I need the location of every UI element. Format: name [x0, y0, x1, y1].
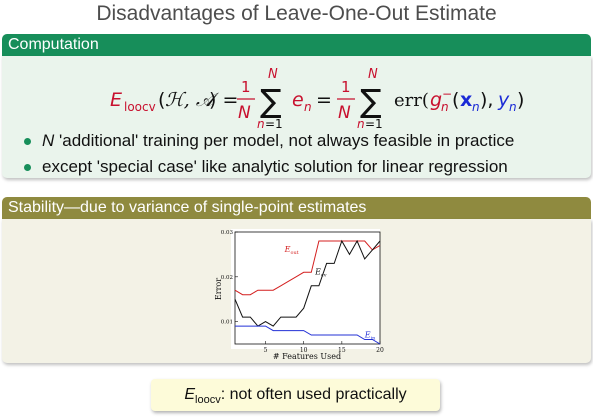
- svg-text:g: g: [430, 89, 442, 111]
- svg-text:n: n: [509, 100, 517, 114]
- bullet-dot: [24, 138, 31, 145]
- series-label-ecv: Ecv: [314, 268, 327, 279]
- computation-heading: Computation: [2, 34, 591, 56]
- y-tick-label: 0.03: [221, 230, 234, 236]
- svg-text:E: E: [110, 89, 122, 111]
- plot-background: [231, 229, 380, 349]
- svg-text:e: e: [292, 89, 304, 111]
- svg-text:1: 1: [341, 78, 351, 96]
- plot-frame: [234, 231, 381, 345]
- bullet-text: except 'special case' like analytic solu…: [42, 157, 508, 176]
- x-tick-label: 20: [376, 347, 384, 354]
- callout-e: E: [184, 386, 196, 403]
- series-line-ecv: [234, 239, 381, 327]
- bullet-item: N 'additional' training per model, not a…: [24, 128, 514, 154]
- svg-text:(: (: [452, 89, 459, 111]
- svg-text:1: 1: [241, 78, 251, 96]
- svg-text:y: y: [497, 89, 510, 111]
- conclusion-callout: Eloocv: not often used practically: [151, 379, 440, 411]
- y-tick-label: 0.02: [221, 275, 233, 281]
- series-label-ein: Ein: [364, 330, 376, 341]
- loocv-formula: E loocv ( ℋ, 𝒜 ) = 1 N N ∑ n =1 e n = 1 …: [110, 67, 524, 130]
- error-vs-features-chart: 5 10 15 20 0.01 0.02 0.03 Eout Ecv Ein # Feature…: [214, 229, 384, 361]
- svg-text:err(: err(: [394, 90, 429, 111]
- bullet-lead-n: N: [42, 131, 55, 150]
- svg-text:∑: ∑: [360, 82, 382, 120]
- svg-text:n: n: [257, 117, 265, 130]
- svg-text:−: −: [442, 87, 452, 101]
- svg-text:n: n: [357, 117, 365, 130]
- svg-text:N: N: [338, 103, 351, 123]
- callout-sub: loocv: [195, 394, 221, 407]
- slide-title: Disadvantages of Leave-One-Out Estimate: [96, 2, 497, 25]
- x-tick-label: 15: [338, 347, 346, 354]
- bullet-dot: [24, 164, 31, 171]
- x-tick-label: 10: [300, 347, 308, 354]
- svg-text:x: x: [460, 89, 472, 111]
- svg-text:=1: =1: [265, 117, 283, 130]
- svg-text:n: n: [441, 100, 449, 114]
- series-label-eout: Eout: [284, 245, 299, 256]
- svg-text:n: n: [304, 100, 312, 114]
- bullet-text: 'additional' training per model, not alw…: [59, 131, 515, 150]
- x-tick-label: 5: [264, 347, 268, 354]
- computation-bullets: N 'additional' training per model, not a…: [24, 128, 514, 180]
- svg-text:∑: ∑: [260, 82, 282, 120]
- svg-text:=: =: [316, 89, 332, 111]
- svg-text:N: N: [268, 67, 278, 82]
- svg-text:): ): [517, 89, 524, 111]
- stability-heading: Stability—due to variance of single-poin…: [2, 197, 591, 219]
- callout-text: : not often used practically: [220, 386, 407, 403]
- svg-text:) =: ) =: [209, 89, 238, 111]
- svg-text:N: N: [368, 67, 378, 82]
- y-tick-label: 0.01: [221, 320, 233, 326]
- y-axis-label: Error: [214, 278, 223, 300]
- svg-text:(: (: [158, 89, 165, 111]
- svg-text:N: N: [238, 103, 251, 123]
- svg-text:=1: =1: [365, 117, 383, 130]
- stability-block: 5 10 15 20 0.01 0.02 0.03 Eout Ecv Ein # Feature…: [2, 219, 591, 363]
- computation-block: E loocv ( ℋ, 𝒜 ) = 1 N N ∑ n =1 e n = 1 …: [2, 56, 591, 178]
- svg-text:),: ),: [480, 89, 493, 111]
- series-line-ein: [235, 325, 381, 345]
- series-line-eout: [234, 240, 381, 296]
- svg-text:loocv: loocv: [124, 100, 156, 114]
- svg-text:ℋ, 𝒜: ℋ, 𝒜: [165, 89, 220, 111]
- svg-text:n: n: [472, 100, 480, 114]
- x-axis-label: # Features Used: [273, 352, 341, 361]
- bullet-item: except 'special case' like analytic solu…: [24, 154, 514, 180]
